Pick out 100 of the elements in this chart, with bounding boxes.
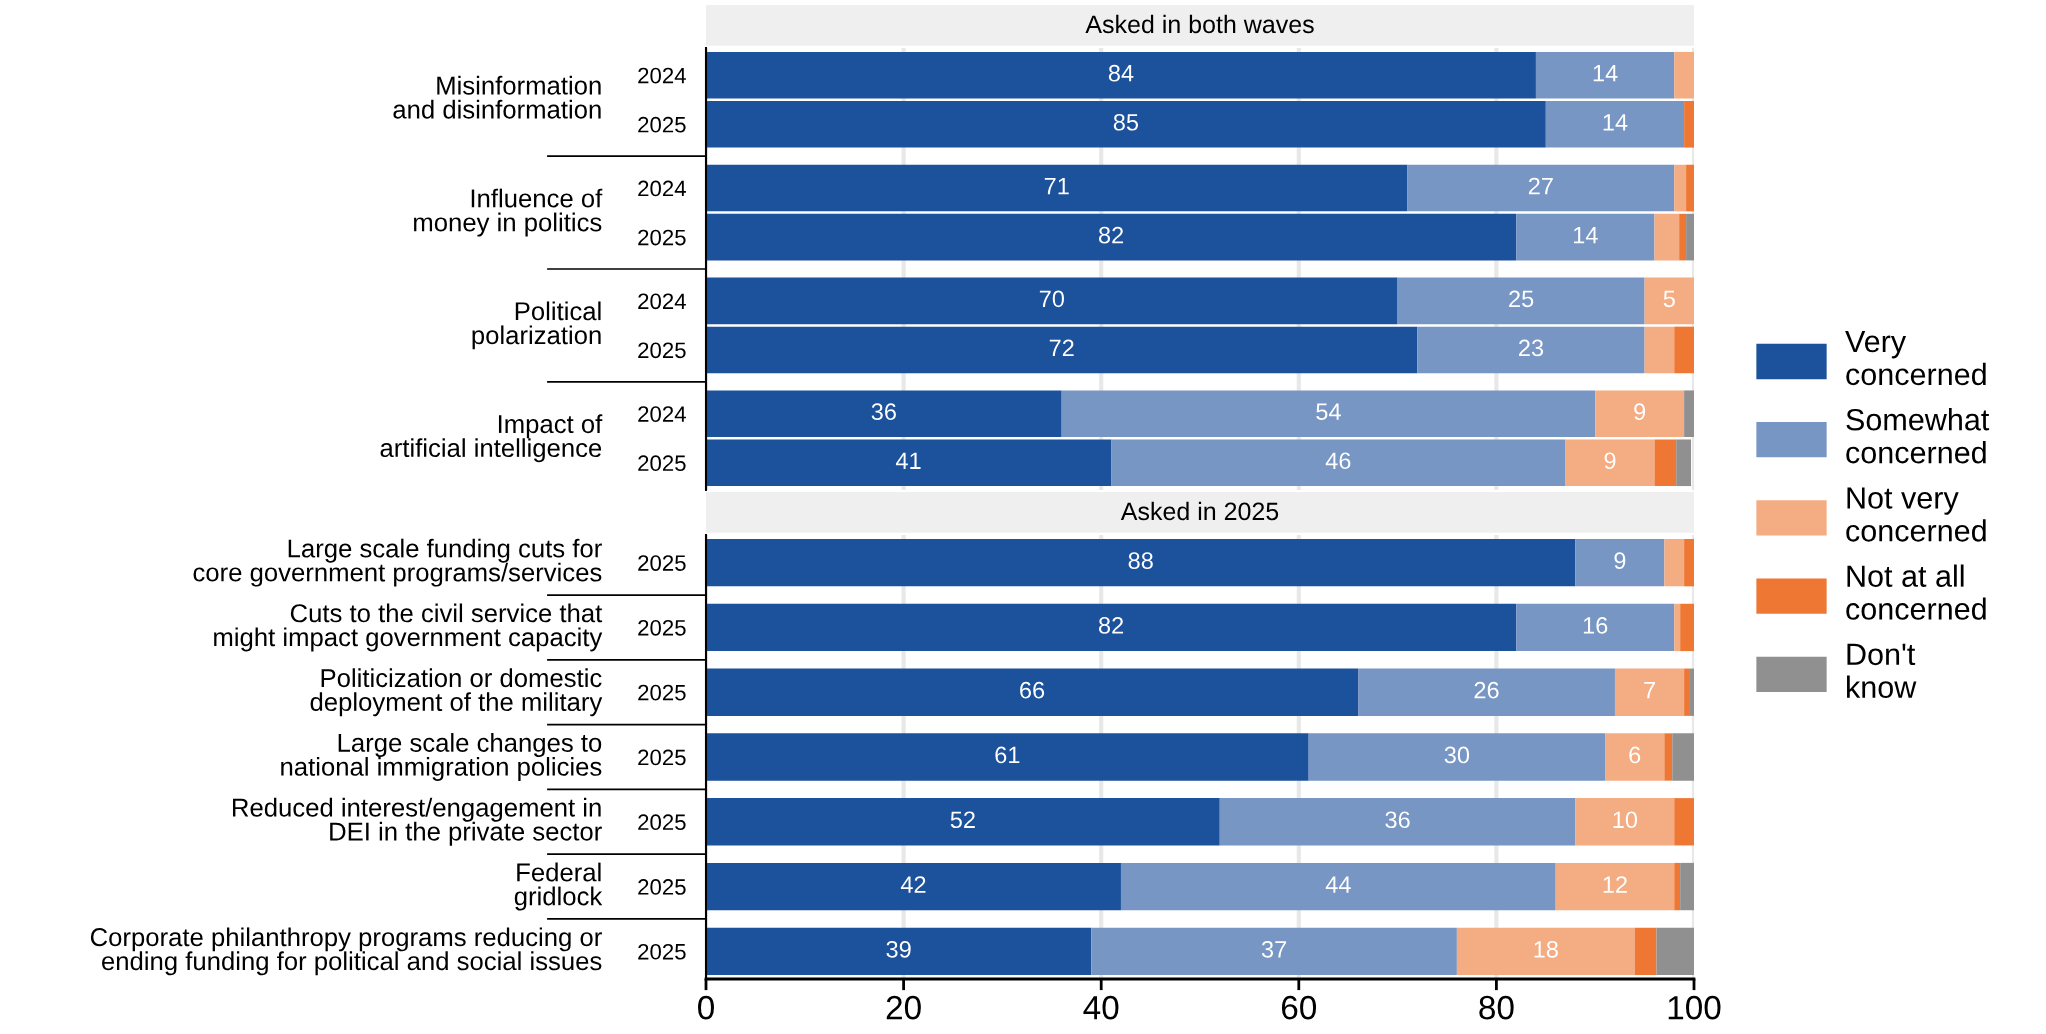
text: Reduced interest/engagement in DEI in the private sector <box>233 797 602 846</box>
data-label: 39 <box>886 940 911 958</box>
bar <box>1614 668 1685 716</box>
legend-label: Don't know <box>1847 643 1917 699</box>
data-label: 14 <box>1603 114 1628 131</box>
data-label: 82 <box>1098 617 1124 634</box>
data-label: 36 <box>871 403 896 421</box>
bar <box>1575 798 1675 846</box>
data-label: 23 <box>1519 339 1544 357</box>
data-label: 85 <box>1113 113 1139 131</box>
bar <box>1680 862 1694 911</box>
data-label: 6 <box>1629 746 1641 764</box>
text: Influence of money in politics <box>414 188 603 237</box>
bar <box>1689 668 1694 716</box>
bar <box>706 733 1309 781</box>
y-tick-label: 2024 <box>638 67 686 84</box>
data-label: 7 <box>1644 682 1655 699</box>
data-label: 61 <box>995 746 1020 764</box>
bar <box>706 603 1517 652</box>
legend-label: Not very concerned <box>1846 487 1986 542</box>
y-tick-label: 2024 <box>638 406 686 422</box>
y-tick-label: 2024 <box>638 180 686 197</box>
data-label: 14 <box>1573 226 1598 244</box>
text: Large scale funding cuts for core government programs/services <box>193 538 602 587</box>
data-label: 16 <box>1583 617 1608 634</box>
bar <box>1684 538 1694 587</box>
legend-label: Somewhat concerned <box>1846 408 1990 464</box>
data-label: 88 <box>1128 552 1153 569</box>
y-tick-label: 2025 <box>638 684 686 701</box>
data-label: 66 <box>1020 681 1045 699</box>
bar <box>1091 927 1457 976</box>
data-label: 72 <box>1049 339 1074 357</box>
bar <box>706 798 1220 846</box>
x-tick-label: 100 <box>1668 995 1721 1020</box>
chart-title: Asked in both waves <box>1085 14 1314 34</box>
legend-label: Very concerned <box>1845 331 1986 386</box>
data-label: 26 <box>1474 681 1499 699</box>
data-label: 52 <box>950 811 975 829</box>
data-label: 36 <box>1385 811 1410 829</box>
text: Corporate philanthropy programs reducing or ending funding for political and social issues <box>90 927 602 976</box>
bar <box>706 927 1092 976</box>
y-tick-label: 2025 <box>638 619 686 636</box>
chart-title: Asked in 2025 <box>1120 501 1279 521</box>
bar <box>706 538 1576 587</box>
bar <box>1516 603 1675 652</box>
y-tick-label: 2025 <box>638 342 686 359</box>
text: Cuts to the civil service that might impact government capacity <box>214 603 603 652</box>
bar <box>1674 603 1681 652</box>
bar <box>1664 733 1673 781</box>
text: Federal gridlock <box>514 862 603 911</box>
data-label: 10 <box>1613 811 1638 829</box>
y-tick-label: 2025 <box>638 814 686 831</box>
y-tick-label: 2025 <box>638 116 686 133</box>
data-label: 41 <box>895 452 921 469</box>
data-label: 71 <box>1044 177 1069 195</box>
bar <box>1680 603 1694 652</box>
data-label: 46 <box>1325 452 1351 470</box>
bar <box>706 862 1121 911</box>
data-label: 44 <box>1325 876 1351 893</box>
bar <box>1672 733 1694 781</box>
y-tick-label: 2025 <box>638 879 686 895</box>
data-label: 12 <box>1603 876 1627 893</box>
bar <box>1674 798 1694 846</box>
data-label: 37 <box>1261 940 1287 958</box>
data-label: 54 <box>1316 403 1341 421</box>
x-tick-label: 80 <box>1479 995 1514 1020</box>
x-tick-label: 0 <box>698 995 714 1020</box>
text: Impact of artificial intelligence <box>380 414 603 463</box>
bar <box>1555 862 1675 911</box>
x-tick-label: 40 <box>1083 995 1119 1020</box>
text: Large scale changes to national immigration policies <box>281 733 602 781</box>
y-tick-label: 2024 <box>638 293 686 310</box>
bar <box>1656 927 1694 976</box>
text: Politicization or domestic deployment of the military <box>310 668 603 717</box>
data-label: 84 <box>1108 64 1134 82</box>
data-label: 82 <box>1098 226 1124 244</box>
bar <box>1664 538 1685 587</box>
bar <box>1456 927 1635 976</box>
text: Political polarization <box>472 301 601 350</box>
text: Misinformation and disinformation <box>393 75 601 119</box>
bar <box>1674 862 1681 911</box>
y-tick-label: 2025 <box>638 749 686 766</box>
data-label: 14 <box>1593 65 1618 82</box>
data-label: 9 <box>1604 452 1616 470</box>
y-tick-label: 2025 <box>638 555 686 571</box>
y-tick-label: 2025 <box>638 455 686 472</box>
bar <box>1120 862 1556 911</box>
data-label: 42 <box>900 876 926 893</box>
data-label: 70 <box>1039 290 1065 308</box>
data-label: 27 <box>1528 177 1553 195</box>
data-label: 18 <box>1534 940 1558 958</box>
bar <box>1684 668 1690 716</box>
bar <box>1605 733 1665 781</box>
data-label: 5 <box>1663 290 1675 308</box>
bar <box>1358 668 1615 716</box>
y-tick-label: 2025 <box>638 943 686 960</box>
data-label: 25 <box>1509 290 1534 308</box>
bar <box>1634 927 1657 976</box>
y-tick-label: 2025 <box>638 229 686 246</box>
bar <box>1308 733 1606 781</box>
